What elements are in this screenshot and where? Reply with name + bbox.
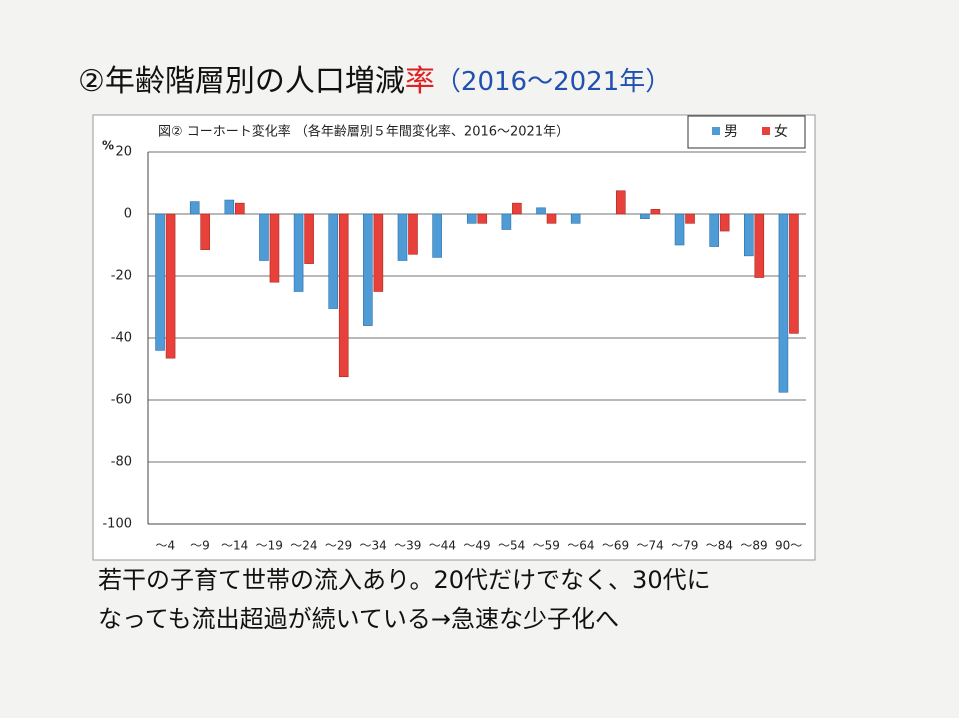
x-tick-label: ～49 <box>463 539 490 553</box>
bar <box>778 213 789 393</box>
x-tick-label: ～4 <box>155 539 175 553</box>
bar <box>709 213 719 247</box>
x-tick-label: ～29 <box>325 539 352 553</box>
y-axis-label: % <box>102 139 114 153</box>
bar <box>570 213 581 224</box>
bar <box>512 202 522 215</box>
x-tick-label: 90～ <box>775 539 802 553</box>
bar <box>293 213 304 292</box>
bar <box>224 199 235 215</box>
bar <box>373 213 384 292</box>
bar <box>235 202 245 215</box>
bar <box>328 213 339 309</box>
bar <box>789 213 799 334</box>
bar <box>165 213 176 359</box>
bar <box>650 209 661 215</box>
bar <box>640 213 650 219</box>
x-tick-label: ～44 <box>429 539 456 553</box>
caption-line: なっても流出超過が続いている→急速な少子化へ <box>98 605 619 633</box>
bar <box>155 213 165 351</box>
bar <box>466 213 477 224</box>
bar <box>304 213 314 264</box>
x-tick-label: ～59 <box>533 539 560 553</box>
x-tick-label: ～64 <box>567 539 594 553</box>
y-tick-label: -60 <box>111 393 132 408</box>
y-tick-label: -100 <box>102 517 132 532</box>
x-tick-label: ～89 <box>740 539 767 553</box>
x-tick-label: ～39 <box>394 539 421 553</box>
title-highlight: 率 <box>405 64 435 99</box>
caption-line: 若干の子育て世帯の流入あり。20代だけでなく、30代に <box>98 566 711 594</box>
bar <box>685 213 695 224</box>
legend-label: 男 <box>724 124 738 140</box>
y-tick-label: -20 <box>111 269 132 284</box>
bar <box>501 213 512 230</box>
x-tick-label: ～54 <box>498 539 525 553</box>
y-tick-label: -80 <box>111 455 132 470</box>
title-period: （2016〜2021年） <box>435 67 671 97</box>
bar <box>674 213 685 246</box>
legend-label: 女 <box>774 123 788 140</box>
bar <box>189 201 200 215</box>
x-tick-label: ～24 <box>290 539 317 553</box>
y-tick-label: -40 <box>111 331 132 346</box>
x-tick-label: ～19 <box>256 539 283 553</box>
bar <box>477 213 488 224</box>
bar <box>397 213 408 261</box>
bar <box>536 207 546 215</box>
x-tick-label: ～69 <box>602 539 629 553</box>
bar <box>754 213 765 278</box>
x-tick-label: ～14 <box>221 539 248 553</box>
legend-box <box>687 115 806 149</box>
title-main: ②年齢階層別の人口増減 <box>78 64 405 99</box>
chart-frame <box>92 114 816 561</box>
x-tick-label: ～84 <box>706 539 733 553</box>
x-tick-label: ～74 <box>637 539 664 553</box>
x-tick-label: ～9 <box>190 539 210 553</box>
legend-swatch <box>712 127 720 135</box>
y-tick-label: 0 <box>124 207 132 222</box>
bar <box>615 190 626 215</box>
x-tick-label: ～79 <box>671 539 698 553</box>
bar <box>744 213 754 257</box>
bar <box>719 213 730 232</box>
bar <box>408 213 418 255</box>
slide-title: ②年齢階層別の人口増減率（2016〜2021年） <box>78 64 671 99</box>
bar <box>338 213 349 378</box>
y-tick-label: 20 <box>115 145 132 160</box>
chart-subtitle: 図② コーホート変化率 （各年齢層別５年間変化率、2016〜2021年） <box>158 124 569 140</box>
bar <box>259 213 269 261</box>
bar <box>546 213 557 224</box>
bar <box>432 213 442 258</box>
bar <box>200 213 210 250</box>
bar <box>269 213 280 283</box>
legend-swatch <box>762 127 770 135</box>
bar <box>363 213 373 326</box>
x-tick-label: ～34 <box>359 539 386 553</box>
